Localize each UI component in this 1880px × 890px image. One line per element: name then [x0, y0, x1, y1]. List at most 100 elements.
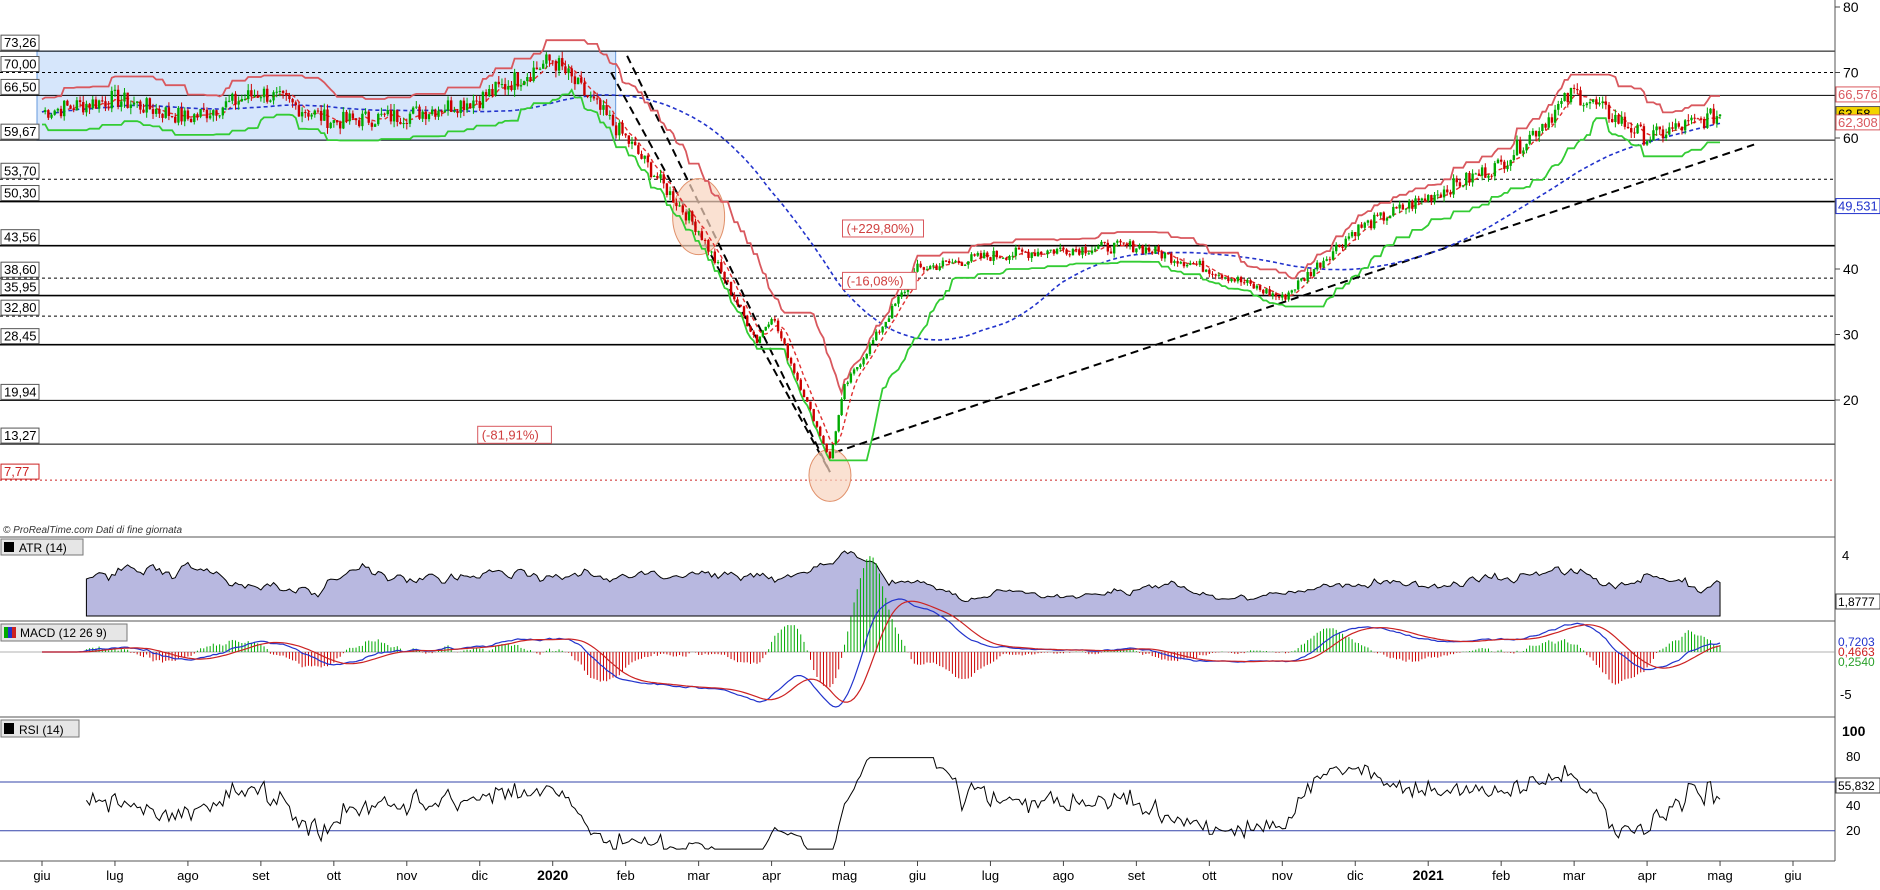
macd-value-label-3: 0,2540 [1838, 655, 1875, 669]
candle-body [1100, 241, 1103, 246]
candle-body [1639, 124, 1642, 127]
candle-body [815, 421, 819, 427]
candle-body [1522, 150, 1525, 154]
candle-body [196, 114, 199, 117]
candle-body [472, 100, 475, 109]
candle-body [637, 145, 640, 154]
candle-body [1544, 123, 1547, 128]
candle-body [1699, 118, 1703, 120]
level-label: 59,67 [4, 124, 37, 139]
atr-area [85, 550, 1721, 617]
candle-body [846, 382, 849, 385]
candle-body [94, 99, 98, 109]
x-tick-label: giu [909, 868, 926, 883]
candle-body [281, 90, 285, 94]
candle-body [1179, 262, 1182, 264]
rsi-line [85, 757, 1721, 850]
candle-body [1531, 130, 1535, 135]
candle-body [545, 54, 548, 64]
candle-body [1103, 241, 1106, 243]
candle-body [746, 315, 749, 327]
candle-body [687, 211, 691, 221]
candle-body [329, 122, 332, 128]
candle-body [526, 77, 529, 82]
candle-body [1239, 277, 1243, 283]
candle-body [411, 107, 415, 114]
candle-body [285, 93, 288, 96]
candle-body [107, 106, 110, 109]
candle-body [599, 99, 602, 110]
candle-body [720, 262, 723, 272]
candle-body [723, 271, 726, 281]
level-label-box [0, 463, 40, 480]
candle-body [1636, 124, 1639, 134]
candle-body [1420, 198, 1424, 201]
candle-body [158, 108, 161, 114]
candle-body [148, 98, 152, 110]
atr-legend-swatch [4, 542, 14, 552]
candle-body [456, 110, 459, 114]
atr-value-box [1835, 593, 1880, 610]
candle-body [78, 100, 82, 103]
candle-body [621, 122, 624, 134]
candle-body [532, 67, 535, 81]
candle-body [1601, 101, 1604, 104]
candle-body [180, 107, 183, 122]
candle-body [1109, 251, 1113, 254]
candle-body [802, 389, 806, 398]
candle-body [1538, 130, 1541, 137]
x-tick-label: apr [762, 868, 781, 883]
candle-body [951, 262, 954, 264]
level-label: 38,60 [4, 262, 37, 277]
candle-body [59, 108, 63, 117]
candle-body [1553, 109, 1557, 123]
candle-body [313, 110, 317, 115]
candle-body [713, 251, 717, 263]
level-label-box [0, 78, 40, 95]
candle-body [1112, 242, 1116, 254]
candle-body [1712, 108, 1715, 124]
candle-body [1436, 194, 1439, 196]
candle-body [1693, 117, 1696, 119]
candle-body [1623, 116, 1627, 127]
candle-body [1357, 224, 1360, 237]
highlight-circle-march [672, 178, 726, 256]
candle-body [383, 113, 386, 115]
candle-body [1518, 140, 1522, 154]
candle-body [481, 92, 485, 109]
candle-body [1173, 261, 1176, 263]
candle-body [405, 123, 408, 125]
candle-body [1182, 262, 1186, 267]
candle-body [421, 111, 424, 119]
candle-body [938, 266, 941, 270]
candle-body [1011, 255, 1014, 257]
candle-body [1052, 249, 1056, 254]
candle-body [1125, 243, 1129, 246]
macd-legend-swatch-1 [4, 627, 8, 638]
candle-body [535, 67, 539, 70]
candle-body [1398, 204, 1401, 209]
candle-body [1696, 118, 1700, 120]
candle-body [437, 110, 440, 117]
candle-body [624, 133, 627, 136]
candle-body [1395, 206, 1398, 209]
candle-body [1043, 253, 1046, 255]
candle-body [256, 95, 259, 98]
candle-body [1579, 90, 1582, 106]
candle-body [110, 90, 113, 109]
annotation-label: (-81,91%) [482, 427, 539, 442]
candle-body [1376, 214, 1379, 216]
candle-body [142, 109, 145, 113]
atr-label-box [0, 538, 84, 556]
candle-body [1417, 198, 1420, 201]
candle-body [1001, 257, 1005, 259]
level-label-box [0, 328, 40, 345]
level-label-box [0, 123, 40, 140]
candle-body [358, 120, 361, 127]
candle-body [1271, 293, 1274, 296]
candle-body [859, 364, 862, 368]
candle-body [1569, 87, 1573, 103]
candle-body [1674, 123, 1677, 129]
candle-body [345, 111, 348, 122]
candle-body [1702, 118, 1706, 128]
